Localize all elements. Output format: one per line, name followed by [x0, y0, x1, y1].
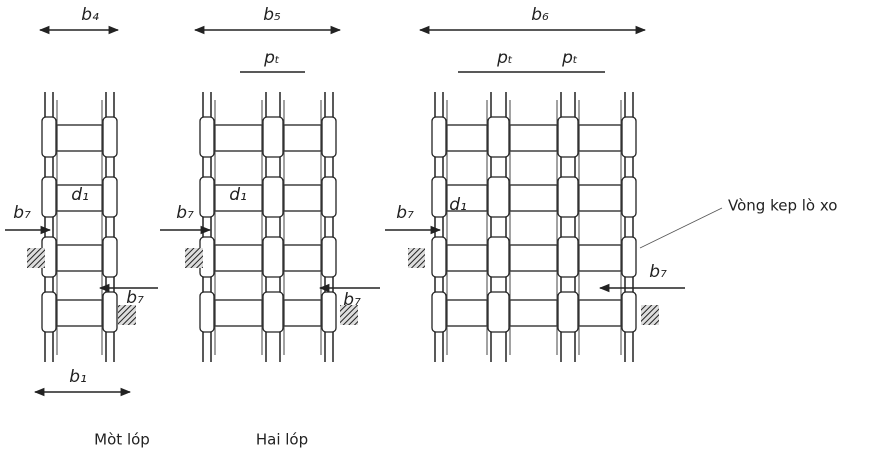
- pin-head: [199, 291, 215, 333]
- pin-head: [487, 236, 510, 278]
- hatch: [118, 305, 136, 325]
- offset-label: b₇: [126, 288, 144, 308]
- hatch: [27, 248, 45, 268]
- roller: [578, 299, 622, 327]
- roller: [446, 299, 488, 327]
- roller: [283, 244, 322, 272]
- pin-head: [621, 116, 637, 158]
- caption: Hai lóp: [256, 431, 308, 449]
- pin-head: [487, 176, 510, 218]
- roller: [446, 124, 488, 152]
- roller: [578, 184, 622, 212]
- roller: [283, 124, 322, 152]
- roller: [214, 244, 263, 272]
- hatch: [185, 248, 203, 268]
- roller: [509, 124, 558, 152]
- roller: [56, 299, 103, 327]
- offset-label: b₇: [176, 203, 194, 223]
- hatch: [408, 248, 425, 268]
- pin-head: [321, 291, 337, 333]
- pin-head: [557, 116, 579, 158]
- pin-head: [102, 291, 118, 333]
- roller: [578, 244, 622, 272]
- chains: [41, 92, 637, 362]
- pin-head: [557, 176, 579, 218]
- pin-head: [321, 116, 337, 158]
- pin-head: [102, 116, 118, 158]
- pin-head: [431, 236, 447, 278]
- pin-head: [621, 236, 637, 278]
- roller: [56, 244, 103, 272]
- roller: [509, 184, 558, 212]
- pin-head: [431, 291, 447, 333]
- pitch-label: pₜ: [496, 48, 513, 68]
- pin-head: [262, 236, 284, 278]
- pin-head: [487, 291, 510, 333]
- diameter-label: d₁: [71, 185, 89, 205]
- pin-head: [41, 116, 57, 158]
- roller: [214, 299, 263, 327]
- width-label: b₅: [263, 5, 281, 25]
- hatch: [340, 305, 358, 325]
- roller: [214, 124, 263, 152]
- offset-label: b₇: [396, 203, 414, 223]
- pitch-label: pₜ: [263, 48, 280, 68]
- pin-head: [41, 291, 57, 333]
- diameter-label: d₁: [449, 195, 467, 215]
- pin-head: [41, 176, 57, 218]
- pin-head: [199, 116, 215, 158]
- pin-head: [262, 291, 284, 333]
- pin-head: [621, 291, 637, 333]
- callout: Vòng kep lò xo: [728, 197, 837, 215]
- pin-head: [262, 176, 284, 218]
- pin-head: [431, 116, 447, 158]
- offset-label: b₇: [13, 203, 31, 223]
- pin-head: [431, 176, 447, 218]
- pin-head: [102, 236, 118, 278]
- diameter-label: d₁: [229, 185, 247, 205]
- inner-width-label: b₁: [69, 367, 87, 387]
- width-label: b₆: [531, 5, 549, 25]
- width-label: b₄: [81, 5, 99, 25]
- pin-head: [262, 116, 284, 158]
- pin-head: [557, 291, 579, 333]
- leader-line: [639, 207, 723, 249]
- pin-head: [487, 116, 510, 158]
- pin-head: [557, 236, 579, 278]
- roller: [578, 124, 622, 152]
- roller: [509, 299, 558, 327]
- pin-head: [621, 176, 637, 218]
- roller: [56, 124, 103, 152]
- pitch-label: pₜ: [561, 48, 578, 68]
- roller: [283, 184, 322, 212]
- hatch: [641, 305, 659, 325]
- pin-head: [321, 236, 337, 278]
- roller: [283, 299, 322, 327]
- caption: Mòt lóp: [94, 431, 150, 449]
- offset-label: b₇: [649, 262, 667, 282]
- pin-head: [321, 176, 337, 218]
- roller: [509, 244, 558, 272]
- roller: [446, 244, 488, 272]
- pin-head: [102, 176, 118, 218]
- pin-head: [199, 176, 215, 218]
